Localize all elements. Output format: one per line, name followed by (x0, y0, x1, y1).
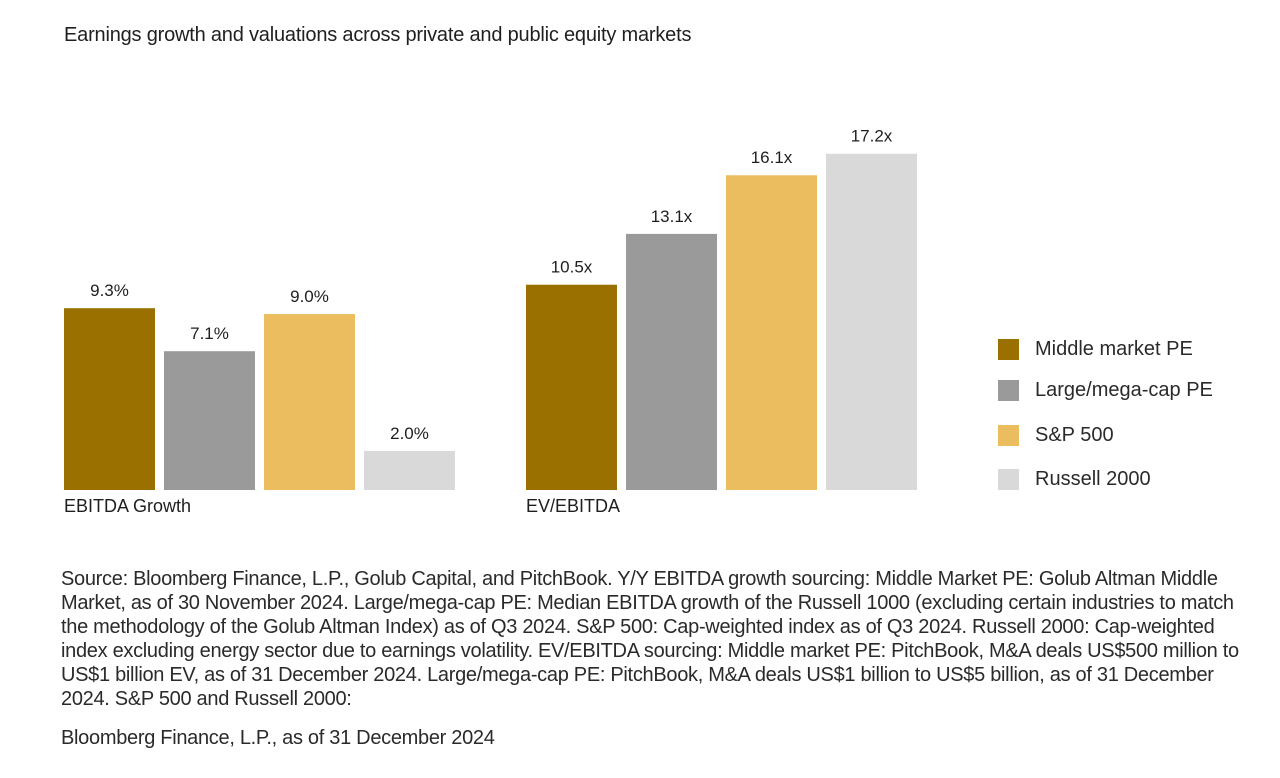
bar-ebitda-growth-4 (364, 450, 455, 490)
bar-ev-ebitda-3 (726, 175, 817, 490)
data-label: 17.2x (851, 127, 893, 146)
bar-ev-ebitda-4 (826, 153, 917, 491)
data-label: 13.1x (651, 207, 693, 226)
legend-swatch (998, 380, 1019, 401)
data-label: 16.1x (751, 148, 793, 167)
bar-ebitda-growth-3 (264, 314, 355, 490)
data-label: 7.1% (190, 324, 229, 343)
source-note: Source: Bloomberg Finance, L.P., Golub C… (61, 568, 1239, 710)
legend-swatch (998, 425, 1019, 446)
group-label: EBITDA Growth (64, 496, 191, 516)
legend-label: Large/mega-cap PE (1035, 379, 1213, 401)
legend-item: Russell 2000 (998, 468, 1151, 491)
legend-label: Russell 2000 (1035, 468, 1151, 490)
data-label: 9.0% (290, 287, 329, 306)
data-label: 10.5x (551, 258, 593, 277)
chart-title: Earnings growth and valuations across pr… (64, 24, 692, 46)
data-label: 2.0% (390, 424, 429, 443)
legend-swatch (998, 469, 1019, 490)
group-label: EV/EBITDA (526, 496, 620, 516)
legend-label: S&P 500 (1035, 424, 1114, 446)
bar-ev-ebitda-1 (526, 284, 617, 490)
source-note-continued: Bloomberg Finance, L.P., as of 31 Decemb… (61, 727, 495, 749)
legend-item: Middle market PE (998, 338, 1193, 361)
legend-item: Large/mega-cap PE (998, 379, 1213, 402)
legend-item: S&P 500 (998, 424, 1114, 447)
bar-chart: 9.3% 7.1% 9.0% 2.0% EBITDA Growth 10.5x 13.1x 1… (64, 127, 917, 516)
data-label: 9.3% (90, 281, 129, 300)
bar-ebitda-growth-2 (164, 351, 255, 490)
bar-ev-ebitda-2 (626, 233, 717, 490)
legend-label: Middle market PE (1035, 338, 1193, 360)
legend-swatch (998, 339, 1019, 360)
bar-ebitda-growth-1 (64, 308, 155, 490)
